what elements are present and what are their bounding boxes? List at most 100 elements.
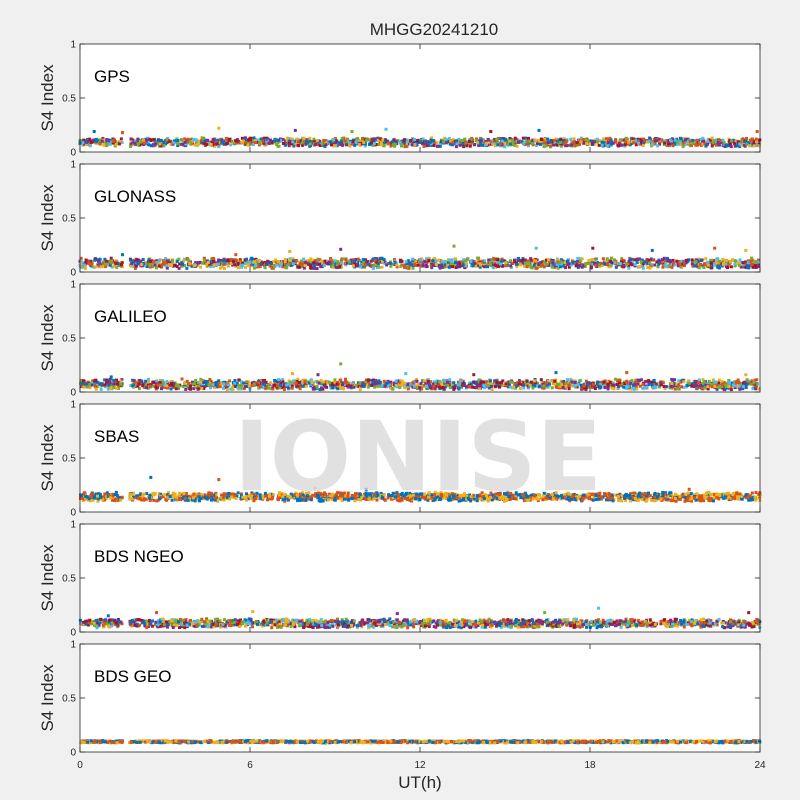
data-point	[86, 140, 90, 144]
data-point	[534, 381, 538, 385]
data-point	[622, 385, 626, 389]
data-point	[138, 378, 142, 382]
data-point	[750, 140, 754, 144]
data-point	[497, 381, 501, 385]
data-point	[234, 261, 238, 265]
data-point	[509, 259, 513, 263]
data-point	[549, 258, 552, 262]
data-point	[544, 385, 548, 389]
data-point	[738, 142, 742, 146]
data-point	[703, 263, 707, 267]
data-point	[244, 138, 247, 142]
data-point	[440, 265, 444, 269]
data-point	[576, 260, 579, 264]
data-point	[609, 260, 613, 263]
data-point	[437, 258, 441, 262]
data-point	[738, 145, 742, 149]
data-point	[340, 258, 344, 262]
data-point	[553, 265, 557, 269]
data-point	[282, 388, 286, 391]
data-point	[129, 258, 133, 262]
data-point-spike	[534, 246, 538, 250]
data-point	[279, 264, 283, 268]
data-point	[155, 263, 159, 267]
data-point	[380, 384, 384, 388]
data-point	[695, 386, 699, 389]
data-point-spike	[291, 372, 294, 376]
data-point	[746, 379, 750, 383]
data-point	[258, 259, 261, 262]
data-point	[379, 141, 383, 145]
data-point	[371, 266, 375, 270]
data-point	[336, 266, 339, 270]
data-point	[702, 380, 706, 384]
data-point	[415, 142, 419, 146]
data-point	[331, 386, 335, 390]
data-point	[749, 262, 753, 266]
data-point	[553, 382, 557, 386]
data-point-spike	[121, 131, 124, 135]
data-point	[529, 265, 533, 269]
data-point	[229, 262, 233, 265]
data-point	[481, 143, 485, 147]
data-point	[357, 143, 361, 147]
data-point	[606, 380, 610, 384]
data-point	[524, 380, 527, 384]
data-point	[605, 137, 608, 141]
data-point	[111, 137, 115, 141]
data-point-spike	[554, 371, 558, 375]
data-point	[710, 258, 714, 262]
data-point	[394, 139, 398, 143]
data-point	[149, 144, 153, 148]
data-point	[551, 261, 555, 265]
data-point	[217, 145, 221, 149]
data-point-spike	[755, 130, 759, 133]
data-point	[249, 142, 253, 146]
data-point	[314, 259, 318, 263]
data-point	[531, 386, 535, 390]
data-point	[511, 380, 515, 384]
data-point	[283, 142, 287, 146]
data-point	[400, 379, 404, 383]
data-point	[152, 380, 156, 384]
data-point	[595, 137, 599, 141]
data-point	[681, 145, 685, 148]
data-point	[379, 137, 383, 141]
data-point	[738, 387, 742, 391]
data-point	[670, 378, 674, 382]
data-point	[192, 387, 196, 391]
data-point	[342, 136, 346, 140]
data-point	[82, 138, 86, 142]
data-point	[188, 139, 192, 143]
data-point	[213, 385, 217, 389]
data-point	[655, 139, 659, 143]
data-point	[374, 142, 378, 146]
data-point	[488, 379, 492, 383]
data-point	[636, 382, 640, 386]
data-point	[356, 257, 360, 261]
data-point	[239, 387, 243, 391]
data-point	[751, 265, 755, 269]
data-point	[257, 386, 261, 390]
data-point	[406, 259, 410, 263]
data-point	[511, 142, 514, 146]
data-point	[528, 383, 532, 387]
data-point	[483, 386, 487, 390]
data-point	[406, 383, 410, 387]
data-point	[641, 382, 645, 386]
data-point	[756, 260, 760, 264]
data-point	[405, 144, 409, 148]
data-point	[176, 383, 180, 387]
data-point	[187, 384, 190, 387]
data-point	[79, 262, 83, 266]
data-point	[103, 262, 107, 266]
data-point	[634, 378, 638, 382]
plot-area	[80, 164, 760, 272]
y-axis-label: S4 Index	[38, 64, 57, 132]
data-point	[237, 378, 241, 382]
data-point	[694, 384, 698, 387]
data-point	[391, 387, 395, 391]
data-point	[224, 136, 228, 140]
data-point	[331, 384, 335, 388]
data-point	[460, 141, 464, 145]
